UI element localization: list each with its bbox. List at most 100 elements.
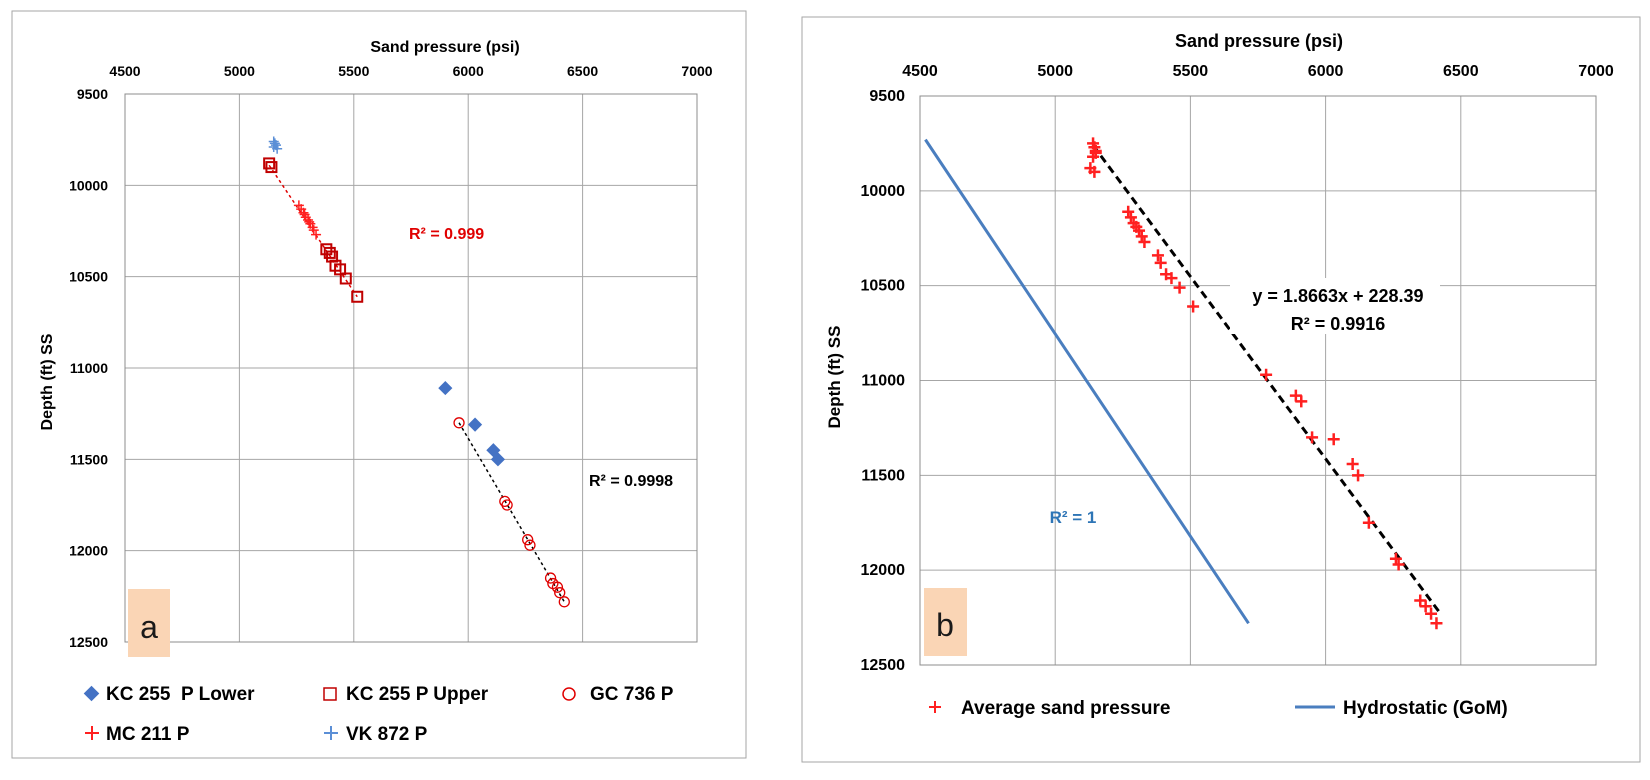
data-point-diamond xyxy=(467,417,483,432)
y-tick-label: 11000 xyxy=(70,360,108,376)
chart-b-annotation-r2-hydro: R² = 1 xyxy=(1050,508,1097,527)
data-point-plus xyxy=(1425,607,1438,620)
data-point-square xyxy=(339,272,352,285)
data-point-plus xyxy=(311,229,322,240)
x-tick-label: 6500 xyxy=(567,63,598,79)
x-tick-label: 5500 xyxy=(338,63,369,79)
legend-marker-circle-open xyxy=(562,687,576,701)
data-point-circle xyxy=(524,539,536,551)
legend-label-mc211: MC 211 P xyxy=(106,724,190,745)
chart-b-annotation-equation: y = 1.8663x + 228.39 xyxy=(1252,286,1423,306)
y-tick-label: 12000 xyxy=(861,562,906,579)
x-tick-label: 6000 xyxy=(1308,63,1344,80)
legend-item-avg-sand-pressure: Average sand pressure xyxy=(929,698,1170,719)
legend-marker-square-open xyxy=(323,687,337,701)
y-tick-label: 9500 xyxy=(77,86,108,102)
data-point-plus xyxy=(1165,272,1178,285)
y-tick-label: 10500 xyxy=(861,278,906,295)
data-point-circle xyxy=(558,596,570,608)
data-point-plus xyxy=(1151,249,1164,262)
data-point-square xyxy=(323,246,336,259)
data-point-plus xyxy=(1295,395,1308,408)
data-point-plus xyxy=(1430,617,1443,630)
data-point-circle xyxy=(522,534,534,546)
data-point-plus xyxy=(1392,558,1405,571)
legend-label-kc255-lower: KC 255 P Lower xyxy=(106,684,255,705)
data-point-plus xyxy=(1289,389,1302,402)
chart-b-legend: Average sand pressure Hydrostatic (GoM) xyxy=(929,698,1508,719)
chart-b-y-axis-title: Depth (ft) SS xyxy=(825,326,844,429)
chart-a-y-ticks: 9500 10000 10500 11000 11500 12000 12500 xyxy=(69,86,108,650)
data-point-circle xyxy=(551,581,564,593)
legend-label-vk872: VK 872 P xyxy=(346,724,428,745)
legend-label-avg-sand-pressure: Average sand pressure xyxy=(961,698,1170,719)
data-point-plus xyxy=(1306,431,1319,444)
data-point-circle xyxy=(554,587,566,599)
data-point-diamond xyxy=(490,452,506,467)
chart-a-panel-label-box xyxy=(128,589,170,657)
legend-marker-plus-blue xyxy=(324,726,338,740)
y-tick-label: 12000 xyxy=(69,543,108,559)
x-tick-label: 6500 xyxy=(1443,63,1479,80)
y-tick-label: 9500 xyxy=(869,88,905,105)
chart-b-panel-label: b xyxy=(936,607,954,643)
data-point-plus xyxy=(1124,211,1137,224)
y-tick-label: 10000 xyxy=(861,183,906,200)
legend-item-hydrostatic: Hydrostatic (GoM) xyxy=(1295,698,1508,719)
data-point-plus xyxy=(1389,552,1402,565)
legend-item-vk872: VK 872 P xyxy=(324,724,428,745)
data-point-circle xyxy=(453,417,465,429)
x-tick-label: 5500 xyxy=(1173,63,1209,80)
data-point-plus xyxy=(1122,205,1135,218)
data-point-plus xyxy=(1154,256,1167,269)
chart-a-x-ticks: 4500 5000 5500 6000 6500 7000 xyxy=(109,63,712,79)
y-tick-label: 10500 xyxy=(69,269,108,285)
hydrostatic-line xyxy=(924,138,1250,625)
chart-b-x-axis-title: Sand pressure (psi) xyxy=(1175,31,1343,51)
data-point-plus xyxy=(1362,516,1375,529)
chart-b-hydro-line xyxy=(924,138,1250,625)
data-point-plus xyxy=(1088,165,1101,178)
plot-area-frame xyxy=(124,93,698,643)
legend-marker-plus-red xyxy=(85,726,99,740)
data-point-circle xyxy=(501,499,513,511)
legend-item-kc255-upper: KC 255 P Upper xyxy=(323,684,489,705)
data-point-plus xyxy=(1187,300,1200,313)
legend-label-kc255-upper: KC 255 P Upper xyxy=(346,684,489,705)
chart-a-y-axis-title: Depth (ft) SS xyxy=(39,333,56,430)
legend-label-hydrostatic: Hydrostatic (GoM) xyxy=(1343,698,1508,719)
chart-a-x-axis-title: Sand pressure (psi) xyxy=(370,39,519,56)
data-point-square xyxy=(263,157,276,170)
y-tick-label: 11500 xyxy=(861,467,905,484)
data-point-plus xyxy=(1173,281,1186,294)
chart-a-annotation-r2-black: R² = 0.9998 xyxy=(589,473,673,490)
y-tick-label: 10000 xyxy=(69,177,108,193)
x-tick-label: 6000 xyxy=(453,63,484,79)
data-point-square xyxy=(351,290,364,303)
chart-a-panel-label: a xyxy=(140,609,158,645)
data-point-circle xyxy=(544,572,557,584)
chart-a-annotation-r2-red: R² = 0.999 xyxy=(409,226,484,243)
legend-item-mc211: MC 211 P xyxy=(85,724,190,745)
legend-marker-plus-red xyxy=(929,701,941,713)
chart-b-panel-label-box xyxy=(924,588,967,656)
chart-b-annotation-r2: R² = 0.9916 xyxy=(1291,314,1386,334)
data-point-plus xyxy=(304,216,315,227)
x-tick-label: 4500 xyxy=(109,63,140,79)
data-point-plus xyxy=(1087,150,1100,163)
data-point-plus xyxy=(1327,433,1340,446)
chart-a-legend: KC 255 P Lower KC 255 P Upper GC 736 P M… xyxy=(83,684,674,745)
plot-area-frame xyxy=(919,95,1597,666)
data-point-plus xyxy=(1135,230,1148,243)
data-point-plus xyxy=(1133,224,1146,237)
data-point-plus xyxy=(1419,600,1432,613)
data-point-diamond xyxy=(438,381,453,396)
x-tick-label: 5000 xyxy=(1037,63,1073,80)
trendline xyxy=(458,422,565,603)
data-point-plus xyxy=(272,143,283,154)
data-point-plus xyxy=(298,207,309,218)
chart-b-equation-box xyxy=(1230,278,1440,334)
chart-b-x-ticks: 4500 5000 5500 6000 6500 7000 xyxy=(902,63,1614,80)
